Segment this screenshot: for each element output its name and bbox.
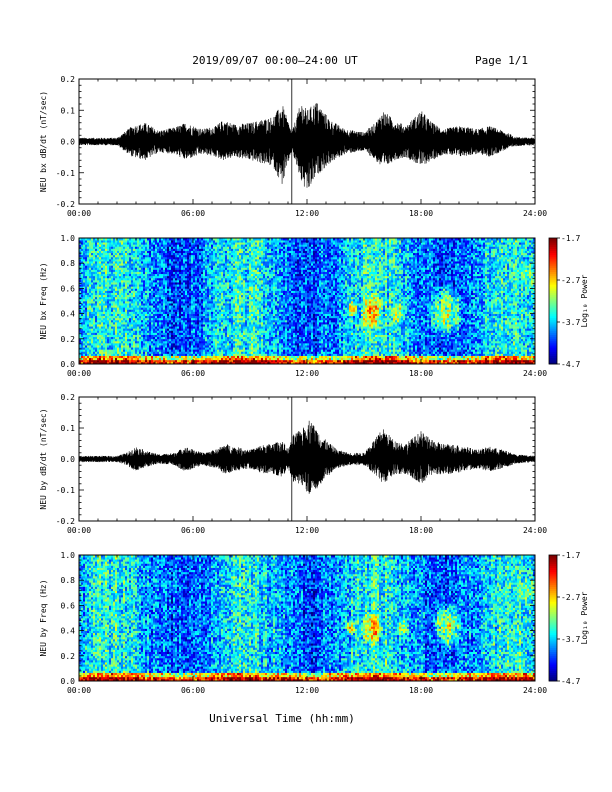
x-tick-label: 00:00 (67, 209, 91, 218)
y-tick-label: 0.0 (61, 455, 76, 464)
x-tick-label: 18:00 (409, 369, 433, 378)
x-tick-label: 18:00 (409, 686, 433, 695)
waveform-trace (78, 420, 536, 494)
spectrogram-image (79, 555, 536, 682)
colorbar-label: Log₁₀ Power (580, 274, 589, 327)
y-tick-label: -0.2 (56, 517, 75, 526)
colorbar-tick-label: -3.7 (561, 635, 580, 644)
y-tick-label: 0.6 (61, 284, 76, 293)
y-tick-label: 0.2 (61, 75, 76, 84)
x-axis-title: Universal Time (hh:mm) (209, 712, 355, 725)
y-tick-label: 0.8 (61, 259, 76, 268)
y-tick-label: 0.0 (61, 360, 76, 369)
y-tick-label: 0.8 (61, 576, 76, 585)
plot-title: 2019/09/07 00:00–24:00 UT (192, 54, 358, 67)
x-tick-label: 06:00 (181, 526, 205, 535)
x-tick-label: 18:00 (409, 209, 433, 218)
y-tick-label: 0.2 (61, 652, 76, 661)
y-tick-label: 0.0 (61, 677, 76, 686)
panel-waveform-by: 00:00 06:00 12:00 18:00 24:00 -0.2 -0.1 0.0 0.1 0… (39, 393, 547, 535)
panel-spectrogram-by: -1.7 -2.7 -3.7 -4.7 Log₁₀ Power 00:00 06:00 12:… (39, 551, 589, 695)
x-tick-label: 24:00 (523, 526, 547, 535)
panel-waveform-bx: 00:00 06:00 12:00 18:00 24:00 -0.2 -0.1 0.0 0.1 0… (39, 75, 547, 218)
y-axis-label: NEU bx dB/dt (nT/sec) (39, 91, 48, 192)
colorbar-tick-label: -4.7 (561, 360, 580, 369)
colorbar: -1.7 -2.7 -3.7 -4.7 Log₁₀ Power (548, 551, 589, 686)
colorbar-tick-label: -1.7 (561, 551, 580, 560)
x-tick-label: 24:00 (523, 369, 547, 378)
x-tick-label: 06:00 (181, 369, 205, 378)
y-tick-label: 0.6 (61, 601, 76, 610)
x-tick-label: 12:00 (295, 369, 319, 378)
x-tick-label: 12:00 (295, 526, 319, 535)
page-indicator: Page 1/1 (475, 54, 528, 67)
x-tick-label: 06:00 (181, 686, 205, 695)
panel-spectrogram-bx: -1.7 -2.7 -3.7 -4.7 Log₁₀ Power 00:00 06:00 12:… (39, 234, 589, 378)
y-tick-label: 1.0 (61, 234, 76, 243)
x-tick-label: 24:00 (523, 209, 547, 218)
waveform-trace (78, 103, 536, 188)
x-tick-label: 06:00 (181, 209, 205, 218)
x-tick-label: 00:00 (67, 526, 91, 535)
y-tick-label: 1.0 (61, 551, 76, 560)
y-axis-label: NEU by Freq (Hz) (39, 579, 48, 656)
y-tick-label: -0.1 (56, 169, 75, 178)
colorbar: -1.7 -2.7 -3.7 -4.7 Log₁₀ Power (548, 234, 589, 369)
y-axis-label: NEU bx Freq (Hz) (39, 262, 48, 339)
y-tick-label: 0.0 (61, 138, 76, 147)
x-tick-label: 18:00 (409, 526, 433, 535)
x-tick-label: 00:00 (67, 686, 91, 695)
colorbar-label: Log₁₀ Power (580, 591, 589, 644)
x-tick-label: 12:00 (295, 209, 319, 218)
y-tick-label: 0.1 (61, 106, 76, 115)
y-axis-label: NEU by dB/dt (nT/sec) (39, 408, 48, 509)
colorbar-tick-label: -2.7 (561, 276, 580, 285)
x-tick-label: 00:00 (67, 369, 91, 378)
spectrogram-image (79, 238, 536, 365)
colorbar-tick-label: -3.7 (561, 318, 580, 327)
y-tick-label: -0.2 (56, 200, 75, 209)
y-tick-label: -0.1 (56, 486, 75, 495)
y-tick-label: 0.2 (61, 393, 76, 402)
y-tick-label: 0.1 (61, 424, 76, 433)
y-tick-label: 0.2 (61, 335, 76, 344)
x-tick-label: 24:00 (523, 686, 547, 695)
y-tick-label: 0.4 (61, 310, 76, 319)
y-tick-label: 0.4 (61, 627, 76, 636)
colorbar-tick-label: -1.7 (561, 234, 580, 243)
x-tick-label: 12:00 (295, 686, 319, 695)
colorbar-tick-label: -4.7 (561, 677, 580, 686)
colorbar-tick-label: -2.7 (561, 593, 580, 602)
